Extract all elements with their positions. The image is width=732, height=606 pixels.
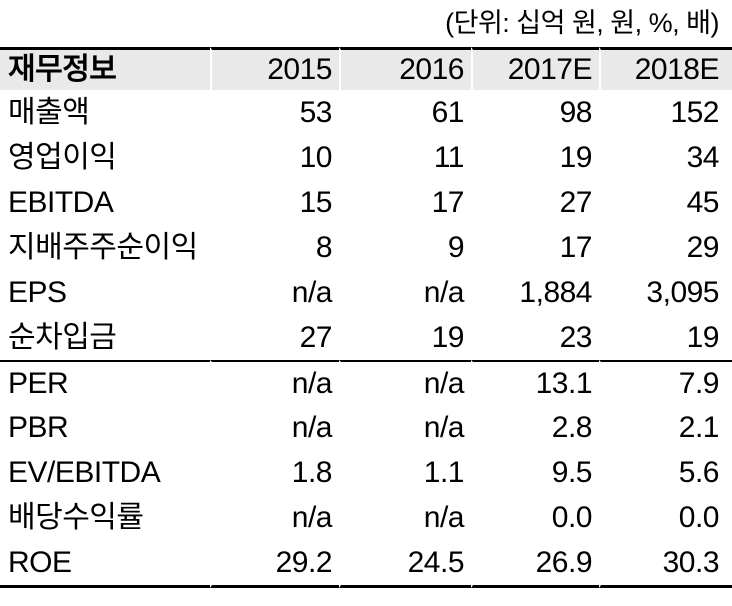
table-row-dividend-yield: 배당수익률 n/a n/a 0.0 0.0 [0, 495, 732, 540]
cell-value: 53 [210, 90, 339, 135]
row-label: 배당수익률 [8, 501, 144, 534]
row-label: EBITDA [8, 186, 114, 219]
cell-value: 2.8 [471, 405, 599, 450]
cell-value: 61 [339, 90, 471, 135]
cell-value: 29.2 [210, 540, 339, 588]
column-header-financial-info: 재무정보 [0, 47, 210, 90]
cell-value: 0.0 [599, 495, 732, 540]
cell-value: 8 [210, 225, 339, 270]
cell-value: 19 [599, 315, 732, 360]
cell-value: 2.1 [599, 405, 732, 450]
cell-value: 9.5 [471, 450, 599, 495]
cell-value: 1,884 [471, 270, 599, 315]
cell-value: 27 [471, 180, 599, 225]
cell-value: n/a [210, 360, 339, 405]
unit-label: (단위: 십억 원, 원, %, 배) [445, 8, 719, 38]
cell-value: 29 [599, 225, 732, 270]
cell-value: 24.5 [339, 540, 471, 588]
cell-value: 15 [210, 180, 339, 225]
table-row-operating-profit: 영업이익 10 11 19 34 [0, 135, 732, 180]
cell-value: 19 [339, 315, 471, 360]
row-label: ROE [0, 540, 210, 588]
cell-value: 26.9 [471, 540, 599, 588]
cell-value: 27 [210, 315, 339, 360]
cell-value: 19 [471, 135, 599, 180]
cell-value: 7.9 [599, 360, 732, 405]
column-header-2016: 2016 [339, 47, 471, 90]
cell-value: n/a [339, 405, 471, 450]
cell-value: 5.6 [599, 450, 732, 495]
cell-value: 10 [210, 135, 339, 180]
cell-value: 11 [339, 135, 471, 180]
row-label: 순차입금 [8, 321, 117, 354]
table-row-pbr: PBR n/a n/a 2.8 2.1 [0, 405, 732, 450]
cell-value: n/a [339, 495, 471, 540]
table-row-controlling-net-income: 지배주주순이익 8 9 17 29 [0, 225, 732, 270]
cell-value: 9 [339, 225, 471, 270]
row-label: EPS [8, 276, 67, 309]
table-row-per: PER n/a n/a 13.1 7.9 [0, 360, 732, 405]
row-label: PBR [8, 411, 69, 444]
cell-value: 1.1 [339, 450, 471, 495]
column-header-2015: 2015 [210, 47, 339, 90]
cell-value: 30.3 [599, 540, 732, 588]
cell-value: 1.8 [210, 450, 339, 495]
cell-value: 3,095 [599, 270, 732, 315]
table-row-ev-ebitda: EV/EBITDA 1.8 1.1 9.5 5.6 [0, 450, 732, 495]
table-row-roe: ROE 29.2 24.5 26.9 30.3 [0, 540, 732, 588]
cell-value: n/a [339, 360, 471, 405]
column-header-2017e: 2017E [471, 47, 599, 90]
row-label: 매출액 [8, 96, 90, 129]
table-row-net-debt: 순차입금 27 19 23 19 [0, 315, 732, 360]
table-row-ebitda: EBITDA 15 17 27 45 [0, 180, 732, 225]
cell-value: n/a [210, 405, 339, 450]
table-row-revenue: 매출액 53 61 98 152 [0, 90, 732, 135]
row-label: 영업이익 [8, 141, 117, 174]
cell-value: n/a [339, 270, 471, 315]
cell-value: 13.1 [471, 360, 599, 405]
cell-value: 34 [599, 135, 732, 180]
row-label: PER [0, 360, 210, 405]
cell-value: 152 [599, 90, 732, 135]
cell-value: 17 [471, 225, 599, 270]
table-header-row: 재무정보 2015 2016 2017E 2018E [0, 47, 732, 90]
cell-value: 17 [339, 180, 471, 225]
column-header-2018e: 2018E [599, 47, 732, 90]
row-label: 지배주주순이익 [8, 231, 198, 264]
cell-value: 98 [471, 90, 599, 135]
cell-value: 45 [599, 180, 732, 225]
cell-value: n/a [210, 495, 339, 540]
cell-value: 0.0 [471, 495, 599, 540]
row-label: EV/EBITDA [8, 456, 161, 489]
table-row-eps: EPS n/a n/a 1,884 3,095 [0, 270, 732, 315]
financial-table: 재무정보 2015 2016 2017E 2018E 매출액 53 61 98 … [0, 47, 732, 588]
cell-value: 23 [471, 315, 599, 360]
cell-value: n/a [210, 270, 339, 315]
